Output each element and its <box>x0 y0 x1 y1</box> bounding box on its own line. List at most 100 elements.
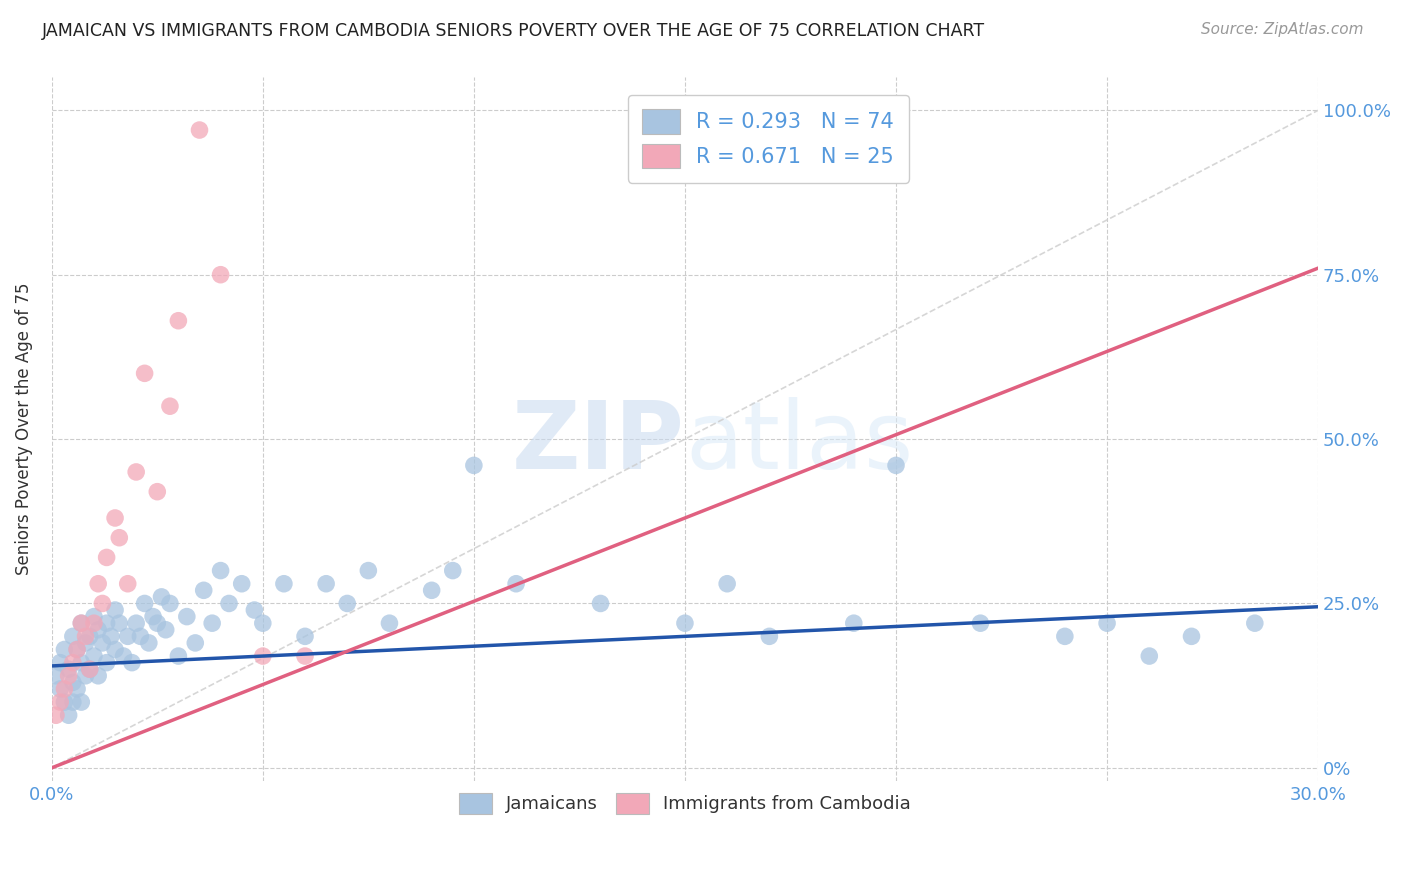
Point <box>45 708 67 723</box>
Point <box>167 648 190 663</box>
Point <box>134 597 156 611</box>
Point <box>463 458 485 473</box>
Point <box>1180 629 1202 643</box>
Point <box>357 564 380 578</box>
Point <box>53 695 76 709</box>
Point <box>79 662 101 676</box>
Point <box>294 648 316 663</box>
Point <box>53 642 76 657</box>
Point <box>252 616 274 631</box>
Point <box>75 636 97 650</box>
Point <box>70 695 93 709</box>
Point <box>252 648 274 663</box>
Point <box>87 623 110 637</box>
Point <box>70 616 93 631</box>
Point <box>201 616 224 631</box>
Point <box>842 616 865 631</box>
Point <box>209 564 232 578</box>
Point <box>75 669 97 683</box>
Point <box>1095 616 1118 631</box>
Point <box>96 656 118 670</box>
Point <box>62 629 84 643</box>
Point <box>104 642 127 657</box>
Point <box>108 531 131 545</box>
Point <box>243 603 266 617</box>
Point <box>336 597 359 611</box>
Point <box>45 669 67 683</box>
Point <box>58 669 80 683</box>
Point <box>91 636 114 650</box>
Point <box>146 484 169 499</box>
Point <box>184 636 207 650</box>
Point <box>209 268 232 282</box>
Point <box>129 629 152 643</box>
Point <box>79 662 101 676</box>
Point <box>294 629 316 643</box>
Point <box>378 616 401 631</box>
Point <box>117 576 139 591</box>
Point <box>884 458 907 473</box>
Point <box>87 669 110 683</box>
Point <box>716 576 738 591</box>
Point <box>100 629 122 643</box>
Point <box>83 648 105 663</box>
Point <box>62 675 84 690</box>
Point <box>167 314 190 328</box>
Point <box>96 550 118 565</box>
Point <box>273 576 295 591</box>
Point <box>91 597 114 611</box>
Point <box>79 629 101 643</box>
Point <box>83 609 105 624</box>
Point <box>758 629 780 643</box>
Point <box>53 681 76 696</box>
Point <box>1243 616 1265 631</box>
Text: Source: ZipAtlas.com: Source: ZipAtlas.com <box>1201 22 1364 37</box>
Point <box>176 609 198 624</box>
Point <box>441 564 464 578</box>
Point <box>146 616 169 631</box>
Point <box>49 681 72 696</box>
Point <box>125 465 148 479</box>
Point <box>66 642 89 657</box>
Point <box>121 656 143 670</box>
Point <box>112 648 135 663</box>
Point <box>420 583 443 598</box>
Point <box>1053 629 1076 643</box>
Point <box>87 576 110 591</box>
Point <box>218 597 240 611</box>
Point <box>1137 648 1160 663</box>
Point <box>125 616 148 631</box>
Point <box>673 616 696 631</box>
Point <box>70 656 93 670</box>
Point <box>159 597 181 611</box>
Point <box>315 576 337 591</box>
Point <box>142 609 165 624</box>
Y-axis label: Seniors Poverty Over the Age of 75: Seniors Poverty Over the Age of 75 <box>15 283 32 575</box>
Text: atlas: atlas <box>685 397 912 490</box>
Point <box>66 642 89 657</box>
Point <box>589 597 612 611</box>
Point <box>159 399 181 413</box>
Point <box>62 656 84 670</box>
Point <box>83 616 105 631</box>
Point <box>58 662 80 676</box>
Point <box>58 708 80 723</box>
Point <box>138 636 160 650</box>
Point <box>104 603 127 617</box>
Point <box>134 367 156 381</box>
Point <box>70 616 93 631</box>
Point <box>62 695 84 709</box>
Point <box>505 576 527 591</box>
Point <box>150 590 173 604</box>
Point <box>75 629 97 643</box>
Point <box>108 616 131 631</box>
Point <box>193 583 215 598</box>
Text: ZIP: ZIP <box>512 397 685 490</box>
Point <box>96 616 118 631</box>
Point <box>104 511 127 525</box>
Point <box>49 656 72 670</box>
Point <box>66 681 89 696</box>
Point <box>155 623 177 637</box>
Point <box>969 616 991 631</box>
Point <box>117 629 139 643</box>
